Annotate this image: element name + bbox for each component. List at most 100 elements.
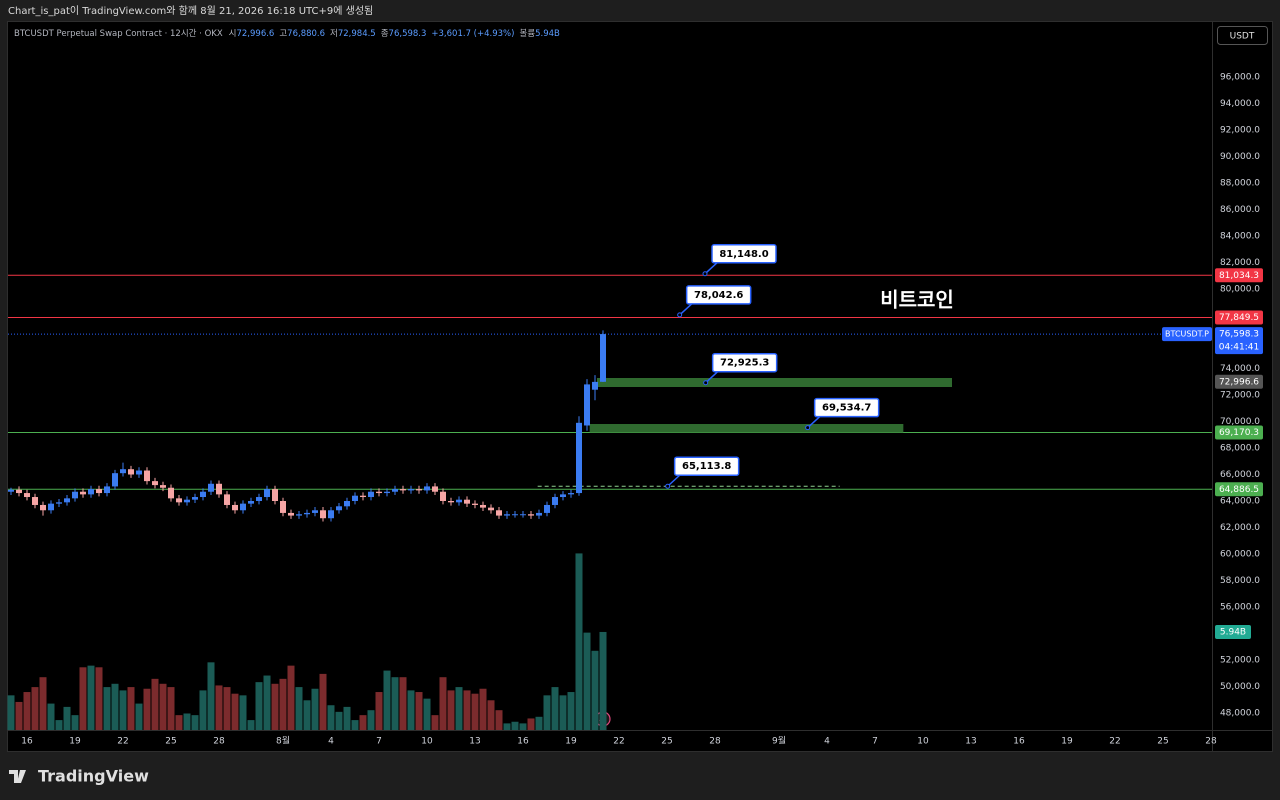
- candle-body: [136, 470, 142, 475]
- legend-key: 고: [279, 29, 287, 39]
- y-tick-label: 74,000.0: [1220, 364, 1260, 374]
- volume-bar: [343, 706, 351, 730]
- callout-anchor: [703, 380, 709, 386]
- volume-bar: [463, 690, 471, 730]
- candle-body: [168, 487, 174, 499]
- candle-body: [352, 495, 358, 502]
- legend-key: 시: [229, 29, 237, 39]
- volume-bar: [223, 687, 231, 730]
- volume-bar: [191, 715, 199, 730]
- candle-body: [88, 489, 94, 495]
- candle-body: [256, 497, 262, 502]
- candle-body: [528, 514, 534, 516]
- volume-bar: [87, 665, 95, 730]
- volume-bar: [287, 665, 295, 730]
- callout-label: 65,113.8: [682, 461, 731, 472]
- x-tick-label: 16: [517, 737, 529, 747]
- candle-body: [416, 489, 422, 491]
- volume-bar: [47, 703, 55, 730]
- volume-bar: [495, 710, 503, 730]
- y-tick-label: 68,000.0: [1220, 444, 1260, 454]
- callout-box: [711, 244, 777, 264]
- candle-body: [512, 514, 518, 516]
- price-tag: [1215, 268, 1263, 283]
- volume-bar: [423, 698, 431, 730]
- volume-bar: [247, 720, 255, 730]
- y-tick-label: 50,000.0: [1220, 682, 1260, 692]
- candle-body: [104, 486, 110, 494]
- volume-bar: [143, 688, 151, 730]
- legend: BTCUSDT Perpetual Swap Contract · 12시간 ·…: [14, 28, 560, 39]
- y-tick-label: 80,000.0: [1220, 285, 1260, 295]
- volume-bar: [591, 650, 599, 730]
- callout-label: 72,925.3: [720, 358, 769, 369]
- volume-bar: [487, 700, 495, 730]
- volume-bar: [335, 711, 343, 730]
- x-tick-label: 13: [965, 737, 976, 747]
- callout-pointer: [667, 474, 681, 487]
- volume-bar: [543, 695, 551, 730]
- volume-tag-label: 5.94B: [1220, 627, 1246, 637]
- volume-bar: [55, 720, 63, 730]
- volume-bar: [167, 687, 175, 730]
- volume-bar: [559, 695, 567, 730]
- callout-anchor: [702, 271, 708, 277]
- y-tick-label: 82,000.0: [1220, 258, 1260, 268]
- legend-key: 볼륨: [519, 28, 535, 39]
- volume-bar: [375, 692, 383, 730]
- candle-body: [200, 491, 206, 498]
- candle-body: [360, 495, 366, 498]
- volume-bar: [39, 677, 47, 730]
- callout-pointer: [679, 303, 693, 316]
- volume-bar: [95, 667, 103, 730]
- candle-body: [384, 491, 390, 494]
- candle-body: [40, 504, 46, 511]
- callout-pointer: [705, 371, 719, 384]
- volume-bar: [255, 682, 263, 730]
- currency: USDT: [1230, 32, 1255, 42]
- x-tick-label: 16: [21, 737, 33, 747]
- candle-body: [336, 506, 342, 511]
- x-tick-label: 19: [69, 737, 81, 747]
- volume-bar: [399, 677, 407, 730]
- legend-change: +3,601.7 (+4.93%): [431, 29, 514, 39]
- volume-bar: [511, 721, 519, 730]
- y-tick-label: 92,000.0: [1220, 126, 1260, 136]
- volume-bar: [367, 710, 375, 730]
- candle-body: [184, 499, 190, 503]
- candle-body: [448, 501, 454, 503]
- y-tick-label: 60,000.0: [1220, 550, 1260, 560]
- symbol-tag: [1162, 327, 1212, 342]
- volume-bar: [439, 677, 447, 730]
- candle-body: [48, 503, 54, 511]
- volume-bar: [535, 716, 543, 730]
- currency-button[interactable]: [1217, 26, 1268, 45]
- candle-body: [536, 512, 542, 516]
- candle-body: [72, 491, 78, 499]
- y-tick-label: 72,000.0: [1220, 391, 1260, 401]
- annotation: 비트코인: [880, 288, 954, 312]
- volume-bar: [447, 690, 455, 730]
- legend-value: 76,598.3: [389, 29, 427, 39]
- candle-body: [56, 502, 62, 504]
- volume-bar: [127, 687, 135, 730]
- candle-body: [408, 489, 414, 491]
- candle-body: [296, 514, 302, 516]
- callout-box: [813, 397, 880, 418]
- candle-body: [560, 494, 566, 498]
- volume-bar: [383, 670, 391, 730]
- candle-body: [280, 501, 286, 513]
- x-tick-label: 22: [1109, 737, 1120, 747]
- x-tick-label: 28: [1205, 737, 1217, 747]
- y-tick-label: 90,000.0: [1220, 152, 1260, 162]
- price-tag-label: 69,170.3: [1219, 428, 1259, 438]
- brand-logo: [9, 770, 26, 783]
- candle-body: [16, 489, 22, 494]
- legend-key: 종: [381, 29, 389, 39]
- y-tick-label: 56,000.0: [1220, 603, 1260, 613]
- candle-body: [472, 503, 478, 505]
- y-tick-label: 88,000.0: [1220, 179, 1260, 189]
- x-tick-label: 8월: [276, 735, 290, 747]
- volume-bar: [455, 687, 463, 730]
